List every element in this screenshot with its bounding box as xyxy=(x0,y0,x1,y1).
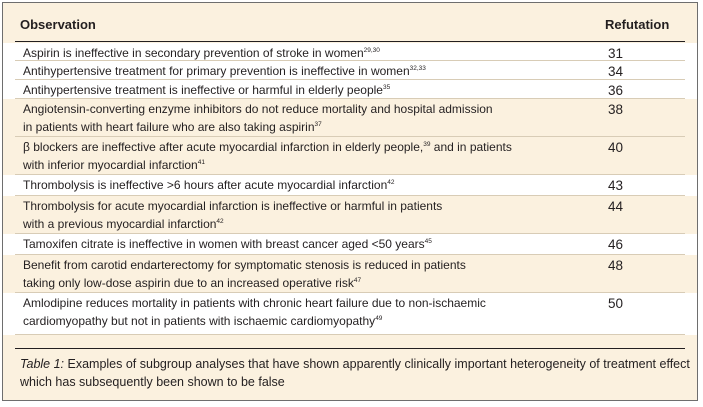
header-rule xyxy=(15,41,685,42)
refutation-cell: 40 xyxy=(608,140,624,155)
refutation-cell: 34 xyxy=(608,64,624,79)
table-row: Tamoxifen citrate is ineffective in wome… xyxy=(3,234,697,255)
refutation-cell: 50 xyxy=(608,296,624,311)
observation-cell: Thrombolysis for acute myocardial infarc… xyxy=(23,199,443,231)
table-row: Aspirin is ineffective in secondary prev… xyxy=(3,43,697,61)
table-row: Thrombolysis is ineffective >6 hours aft… xyxy=(3,175,697,196)
caption-text: Examples of subgroup analyses that have … xyxy=(20,357,690,389)
refutation-cell: 48 xyxy=(608,258,624,273)
table-row: Thrombolysis for acute myocardial infarc… xyxy=(3,196,697,234)
observation-cell: Aspirin is ineffective in secondary prev… xyxy=(23,46,380,60)
caption-rule xyxy=(15,348,685,349)
refutation-column-header: Refutation xyxy=(605,17,670,32)
observation-column-header: Observation xyxy=(20,17,96,32)
table-label: Table 1: xyxy=(20,357,65,371)
observation-cell: Antihypertensive treatment for primary p… xyxy=(23,64,426,78)
refutation-cell: 44 xyxy=(608,199,624,214)
observation-cell: Amlodipine reduces mortality in patients… xyxy=(23,296,486,328)
observation-cell: Angiotensin-converting enzyme inhibitors… xyxy=(23,102,493,134)
table-row: β blockers are ineffective after acute m… xyxy=(3,137,697,175)
table-row: Antihypertensive treatment is ineffectiv… xyxy=(3,80,697,99)
observation-cell: Thrombolysis is ineffective >6 hours aft… xyxy=(23,178,395,192)
observation-cell: Benefit from carotid endarterectomy for … xyxy=(23,258,466,290)
refutation-cell: 31 xyxy=(608,46,624,61)
observation-cell: Tamoxifen citrate is ineffective in wome… xyxy=(23,237,432,251)
table-row: Benefit from carotid endarterectomy for … xyxy=(3,255,697,293)
table-row: Amlodipine reduces mortality in patients… xyxy=(3,293,697,335)
observation-cell: β blockers are ineffective after acute m… xyxy=(23,140,512,172)
table-body: Aspirin is ineffective in secondary prev… xyxy=(3,43,697,335)
refutation-cell: 36 xyxy=(608,83,624,98)
refutation-cell: 43 xyxy=(608,178,624,193)
observation-cell: Antihypertensive treatment is ineffectiv… xyxy=(23,83,391,97)
table-caption: Table 1: Examples of subgroup analyses t… xyxy=(20,355,690,391)
table-frame: Observation Refutation Aspirin is ineffe… xyxy=(2,2,698,401)
refutation-cell: 38 xyxy=(608,102,624,117)
refutation-cell: 46 xyxy=(608,237,624,252)
table-row: Angiotensin-converting enzyme inhibitors… xyxy=(3,99,697,137)
table-row: Antihypertensive treatment for primary p… xyxy=(3,61,697,80)
table-header: Observation Refutation xyxy=(3,3,697,43)
